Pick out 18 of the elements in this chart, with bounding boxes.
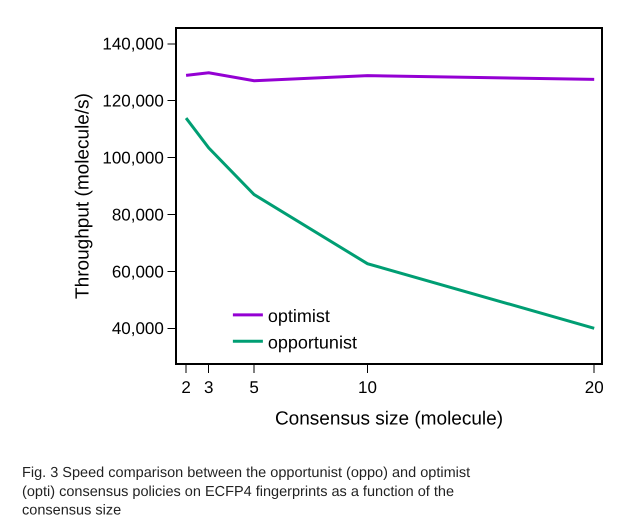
y-tick-label: 80,000 — [112, 205, 164, 224]
y-tick-label: 100,000 — [102, 148, 164, 168]
legend-label: opportunist — [268, 332, 357, 352]
x-axis-title: Consensus size (molecule) — [274, 408, 504, 430]
x-tick-label: 2 — [181, 378, 191, 398]
legend-label: optimist — [268, 306, 330, 326]
x-tick-label: 20 — [584, 378, 604, 398]
caption: Fig. 3 Speed comparison between the opportunist (oppo) and optimist (opti) consensus policies on ECFP4 fingerprints as a function of the consensus size — [22, 465, 470, 519]
x-tick-label: 3 — [204, 378, 214, 398]
y-tick-label: 120,000 — [102, 92, 164, 111]
y-axis-title: Throughput (molecule/s) — [72, 93, 94, 299]
x-tick-label: 10 — [358, 378, 377, 398]
y-tick-label: 60,000 — [112, 262, 164, 282]
line-series — [184, 71, 596, 82]
y-tick-label: 40,000 — [112, 319, 164, 338]
line-series — [184, 116, 596, 330]
x-tick-label: 5 — [249, 378, 259, 398]
y-tick-label: 140,000 — [102, 34, 164, 54]
